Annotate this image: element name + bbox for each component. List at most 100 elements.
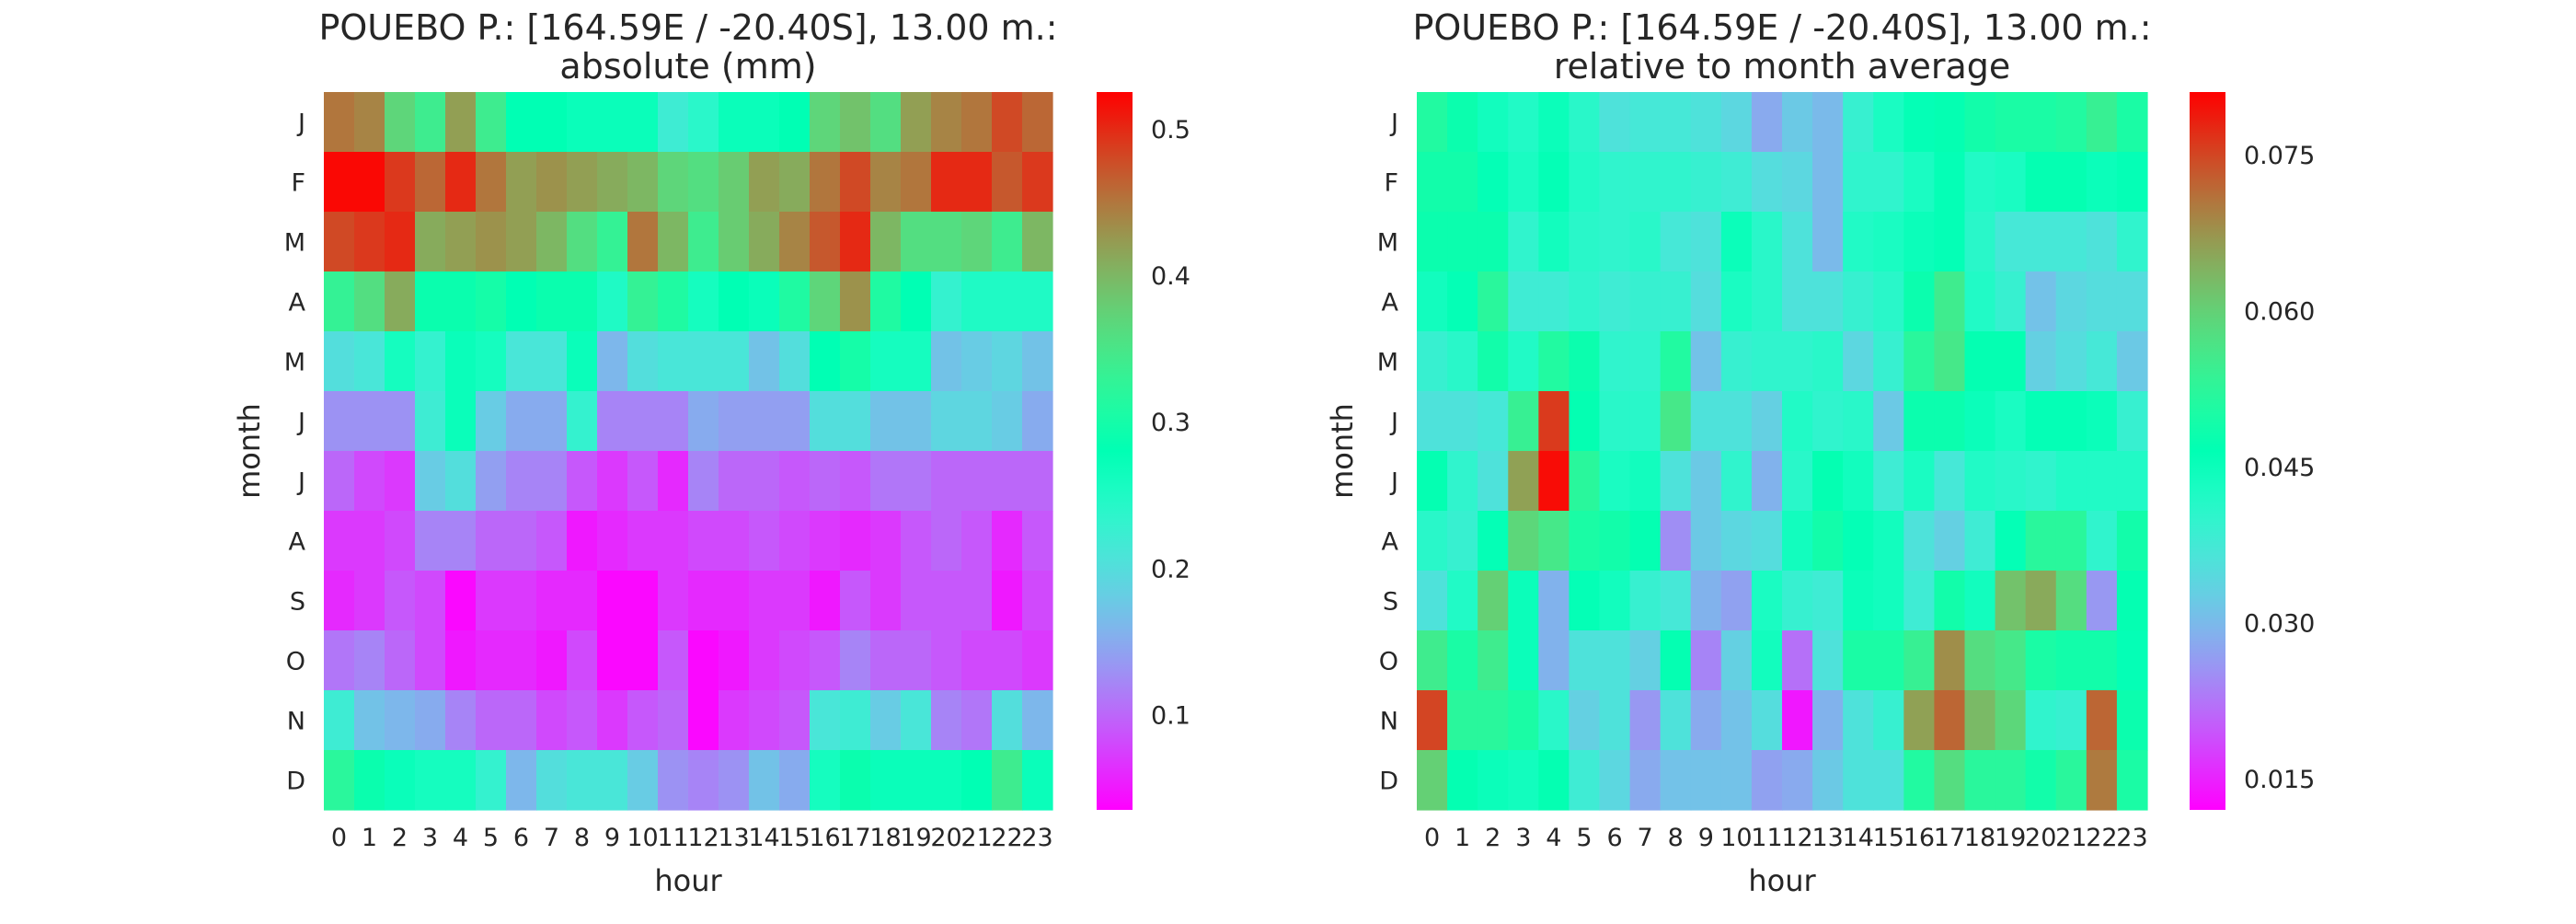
heatmap-cell bbox=[1843, 750, 1874, 811]
heatmap-cell bbox=[1903, 92, 1936, 153]
heatmap-cell bbox=[1538, 212, 1570, 272]
heatmap-cell bbox=[1995, 511, 2027, 572]
heatmap-cell bbox=[415, 212, 446, 272]
heatmap-cell bbox=[2086, 212, 2118, 272]
heatmap-cell bbox=[810, 630, 841, 691]
heatmap-cell bbox=[1964, 630, 1996, 691]
heatmap-cell bbox=[1599, 571, 1631, 631]
heatmap-cell bbox=[415, 152, 446, 213]
heatmap-cell bbox=[1934, 331, 1966, 392]
colorbar-tick-label: 0.3 bbox=[1151, 409, 1190, 437]
heatmap-cell bbox=[1599, 92, 1631, 153]
heatmap-cell bbox=[1873, 271, 1904, 332]
heatmap-cell bbox=[1569, 212, 1601, 272]
heatmap-cell bbox=[627, 92, 659, 153]
heatmap-cell bbox=[1720, 152, 1753, 213]
heatmap-cell bbox=[1995, 391, 2027, 452]
heatmap-cell bbox=[1903, 331, 1936, 392]
heatmap-cell bbox=[810, 571, 841, 631]
heatmap-cell bbox=[1690, 212, 1722, 272]
heatmap-cell bbox=[627, 152, 659, 213]
heatmap-cell bbox=[385, 630, 416, 691]
heatmap-cell bbox=[1873, 690, 1904, 751]
heatmap-cell bbox=[324, 451, 355, 512]
x-tick-label: 12 bbox=[687, 824, 719, 852]
heatmap-cell bbox=[1690, 571, 1722, 631]
heatmap-cell bbox=[992, 690, 1023, 751]
heatmap-cell bbox=[1964, 271, 1996, 332]
heatmap-cell bbox=[749, 511, 780, 572]
heatmap-cell bbox=[658, 511, 689, 572]
colorbar-tick-label: 0.075 bbox=[2244, 142, 2315, 170]
heatmap-cell bbox=[324, 331, 355, 392]
heatmap-cell bbox=[749, 750, 780, 811]
x-tick-label: 5 bbox=[1576, 824, 1592, 852]
heatmap-cell bbox=[719, 451, 750, 512]
heatmap-cell bbox=[1629, 690, 1662, 751]
heatmap-cell bbox=[324, 391, 355, 452]
heatmap-cell bbox=[2086, 331, 2118, 392]
heatmap-cell bbox=[1812, 152, 1844, 213]
heatmap-cell bbox=[1751, 391, 1783, 452]
heatmap-cell bbox=[1417, 750, 1448, 811]
heatmap-cell bbox=[1478, 391, 1509, 452]
heatmap-cell bbox=[1660, 92, 1692, 153]
heatmap-cell bbox=[992, 152, 1023, 213]
heatmap-cell bbox=[1417, 630, 1448, 691]
heatmap-cell bbox=[476, 511, 507, 572]
heatmap-cell bbox=[385, 511, 416, 572]
heatmap-cell bbox=[536, 511, 568, 572]
x-tick-label: 4 bbox=[1546, 824, 1561, 852]
heatmap-cell bbox=[2086, 750, 2118, 811]
x-tick-label: 20 bbox=[2025, 824, 2056, 852]
x-tick-label: 8 bbox=[574, 824, 590, 852]
heatmap-cell bbox=[1538, 571, 1570, 631]
heatmap-cell bbox=[1417, 690, 1448, 751]
heatmap-cell bbox=[870, 571, 902, 631]
heatmap-cell bbox=[1447, 212, 1478, 272]
heatmap-cell bbox=[324, 212, 355, 272]
heatmap-cell bbox=[1569, 690, 1601, 751]
x-tick-label: 14 bbox=[748, 824, 779, 852]
heatmap-cell bbox=[810, 750, 841, 811]
heatmap-cell bbox=[567, 212, 598, 272]
heatmap-cell bbox=[1690, 511, 1722, 572]
heatmap-cell bbox=[1751, 690, 1783, 751]
heatmap-cell bbox=[1629, 271, 1662, 332]
heatmap-cell bbox=[2116, 571, 2148, 631]
heatmap-cell bbox=[2116, 92, 2148, 153]
heatmap-cell bbox=[1538, 451, 1570, 512]
heatmap-cell bbox=[385, 451, 416, 512]
heatmap-cell bbox=[1629, 92, 1662, 153]
heatmap-cell bbox=[1599, 212, 1631, 272]
x-tick-label: 6 bbox=[513, 824, 529, 852]
heatmap-cell bbox=[415, 571, 446, 631]
heatmap-cell bbox=[354, 690, 385, 751]
chart-subtitle: relative to month average bbox=[1554, 46, 2011, 87]
heatmap-cell bbox=[1447, 391, 1478, 452]
heatmap-cell bbox=[506, 511, 537, 572]
heatmap-cell bbox=[992, 391, 1023, 452]
heatmap-cell bbox=[1843, 690, 1874, 751]
heatmap-cell bbox=[1995, 331, 2027, 392]
x-tick-label: 9 bbox=[1698, 824, 1714, 852]
heatmap-cell bbox=[445, 690, 477, 751]
heatmap-cell bbox=[476, 331, 507, 392]
heatmap-cell bbox=[840, 630, 871, 691]
heatmap-cell bbox=[2055, 92, 2087, 153]
heatmap-cell bbox=[1934, 271, 1966, 332]
x-tick-label: 2 bbox=[1485, 824, 1501, 852]
heatmap-cell bbox=[1995, 571, 2027, 631]
heatmap-cell bbox=[2025, 212, 2057, 272]
heatmap-cell bbox=[1843, 92, 1874, 153]
y-axis-label: month bbox=[232, 403, 267, 499]
heatmap-cell bbox=[1569, 391, 1601, 452]
heatmap-cell bbox=[415, 451, 446, 512]
y-tick-label: A bbox=[1382, 528, 1399, 557]
heatmap-cell bbox=[1751, 511, 1783, 572]
heatmap-cell bbox=[1995, 152, 2027, 213]
heatmap-cell bbox=[445, 511, 477, 572]
heatmap-cell bbox=[658, 630, 689, 691]
heatmap-cell bbox=[536, 750, 568, 811]
